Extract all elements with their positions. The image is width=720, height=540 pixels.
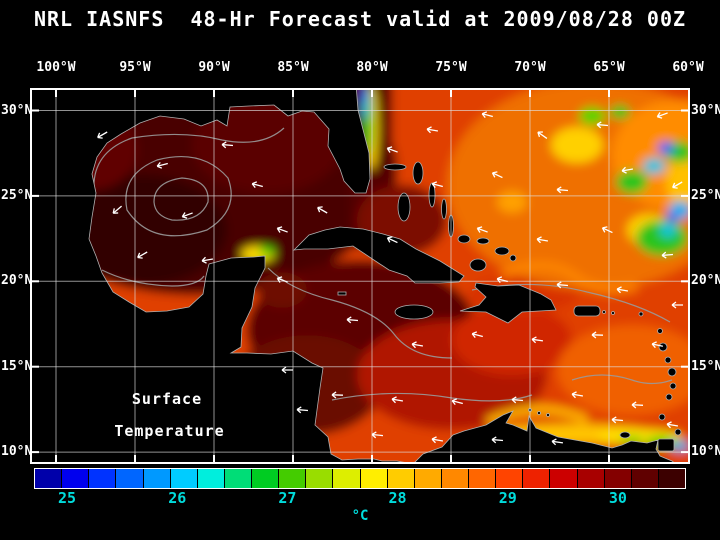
- lat-tick-label: 20°N: [1, 273, 33, 289]
- lat-tick-label: 15°N: [1, 358, 33, 374]
- sst-map: [32, 90, 688, 462]
- colorbar-cell: [306, 469, 334, 488]
- jamaica: [394, 304, 434, 320]
- colorbar-cell: [414, 469, 442, 488]
- lat-tick-label: 10°N: [1, 444, 33, 460]
- mainland-coast: [32, 90, 674, 462]
- colorbar-tick-labels: 25 26 27 28 29 30: [34, 489, 684, 507]
- colorbar-tick-label: 25: [58, 489, 77, 507]
- lon-tick-label: 70°W: [514, 60, 546, 75]
- map-frame: Surface Temperature: [30, 88, 690, 464]
- longitude-axis: 100°W 95°W 90°W 85°W 80°W 75°W 70°W 65°W 60°W: [0, 60, 720, 78]
- colorbar-cell: [197, 469, 225, 488]
- colorbar-cell: [387, 469, 415, 488]
- colorbar-cell: [333, 469, 361, 488]
- colorbar-cell: [170, 469, 198, 488]
- puerto-rico: [573, 305, 601, 317]
- lon-tick-label: 75°W: [435, 60, 467, 75]
- lat-tick-label: 25°N: [1, 187, 33, 203]
- hispaniola: [459, 282, 557, 324]
- colorbar-cell: [224, 469, 252, 488]
- cayman: [337, 291, 347, 296]
- colorbar-cell: [496, 469, 524, 488]
- lon-tick-label: 85°W: [277, 60, 309, 75]
- lat-tick-label: 15°N: [691, 358, 720, 374]
- colorbar-cell: [279, 469, 307, 488]
- map-overlay-label-temperature: Temperature: [114, 422, 225, 440]
- lon-tick-label: 90°W: [198, 60, 230, 75]
- axis-ticks: [32, 90, 688, 462]
- lon-tick-label: 60°W: [672, 60, 704, 75]
- colorbar-cell: [469, 469, 497, 488]
- colorbar-cell: [35, 469, 63, 488]
- lon-tick-label: 95°W: [119, 60, 151, 75]
- colorbar-cell: [360, 469, 388, 488]
- lat-tick-label: 30°N: [1, 102, 33, 118]
- trinidad: [657, 438, 675, 452]
- colorbar-cell: [116, 469, 144, 488]
- lon-tick-label: 100°W: [36, 60, 76, 75]
- colorbar-unit: °C: [351, 508, 369, 524]
- lon-tick-label: 65°W: [593, 60, 625, 75]
- page-title: NRL IASNFS 48-Hr Forecast valid at 2009/…: [33, 7, 687, 31]
- colorbar-tick-label: 29: [498, 489, 517, 507]
- lat-tick-label: 25°N: [691, 187, 720, 203]
- colorbar-tick-label: 26: [168, 489, 187, 507]
- colorbar-cell: [550, 469, 578, 488]
- map-overlay-label-surface: Surface: [131, 390, 203, 408]
- lat-tick-label: 10°N: [691, 444, 720, 460]
- lon-tick-label: 80°W: [356, 60, 388, 75]
- colorbar-cell: [523, 469, 551, 488]
- lat-tick-label: 20°N: [691, 273, 720, 289]
- colorbar-cell: [62, 469, 90, 488]
- colorbar-cell: [143, 469, 171, 488]
- colorbar-cell: [577, 469, 605, 488]
- land-mask: [32, 90, 682, 462]
- colorbar-cell: [441, 469, 469, 488]
- colorbar-cell: [631, 469, 659, 488]
- colorbar-cell: [252, 469, 280, 488]
- colorbar-tick-label: 28: [388, 489, 407, 507]
- colorbar-tick-label: 27: [278, 489, 297, 507]
- lat-tick-label: 30°N: [691, 102, 720, 118]
- cuba: [292, 226, 465, 284]
- colorbar-cell: [89, 469, 117, 488]
- colorbar-tick-label: 30: [608, 489, 627, 507]
- colorbar-cell: [658, 469, 685, 488]
- colorbar-cell: [604, 469, 632, 488]
- colorbar: [34, 468, 686, 489]
- grid-lines: [32, 90, 688, 462]
